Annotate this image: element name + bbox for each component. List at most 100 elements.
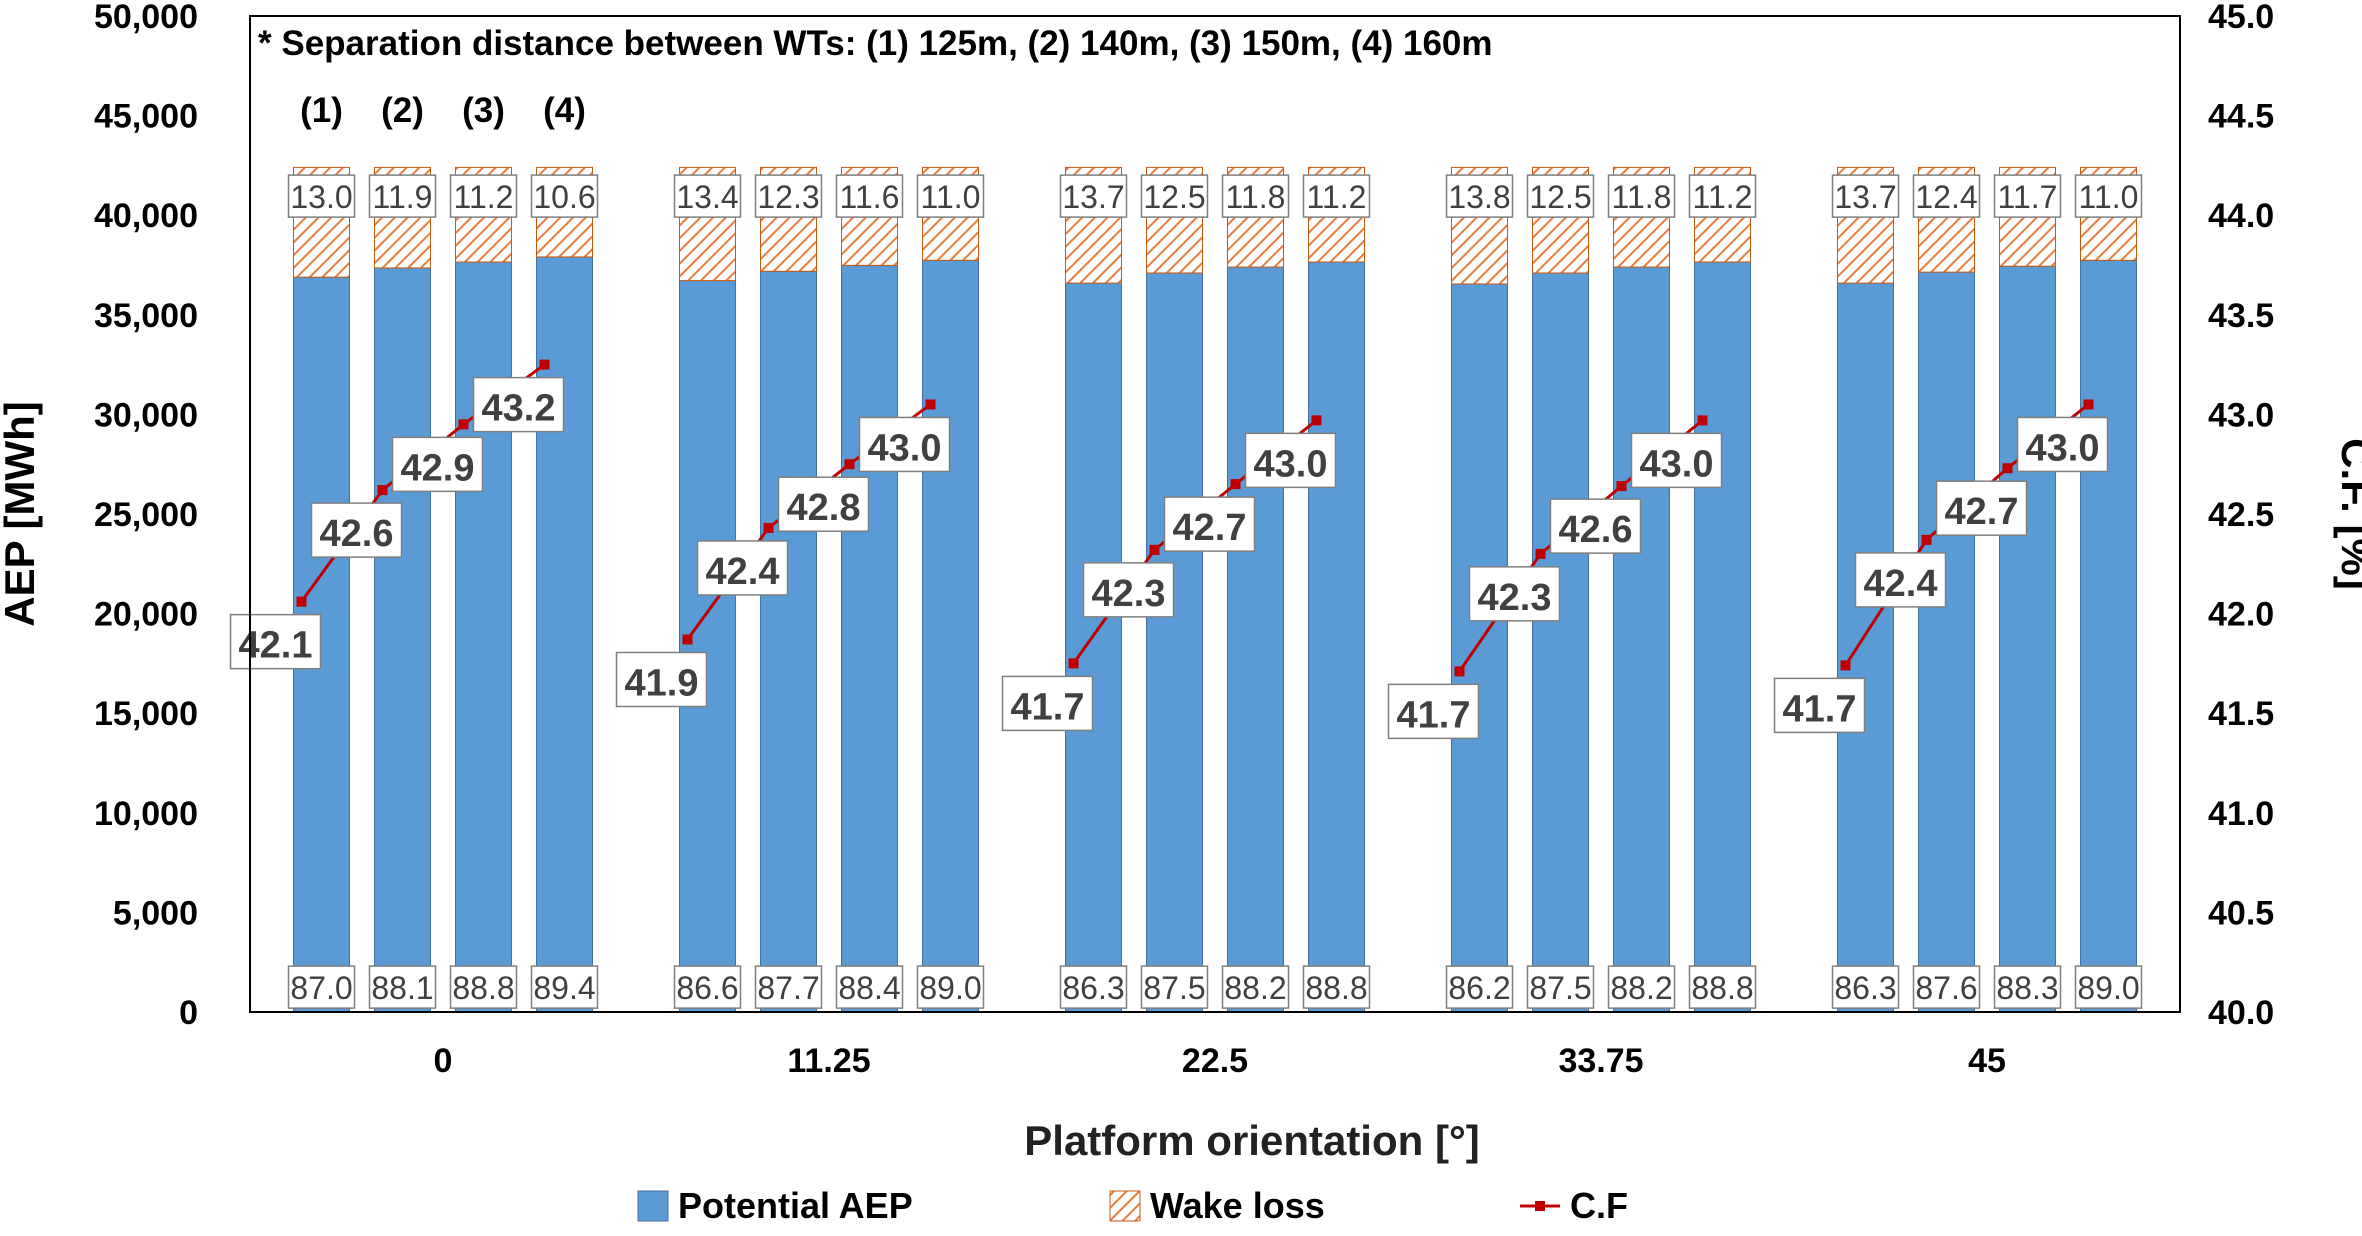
- cf-data-label: 42.9: [401, 447, 475, 489]
- cf-data-label: 43.0: [1254, 443, 1328, 485]
- wake-loss-label-box: [1688, 174, 1757, 218]
- cf-point: [925, 399, 936, 410]
- y-tick-label: 15,000: [94, 695, 198, 733]
- cf-label-box: [1082, 562, 1175, 618]
- y-tick-label: 40,000: [94, 197, 198, 235]
- potential-aep-bar: [1837, 282, 1894, 1013]
- potential-aep-data-label: 88.3: [1996, 970, 2058, 1006]
- wake-loss-data-label: 12.3: [757, 179, 819, 215]
- potential-aep-data-label: 87.6: [1915, 970, 1977, 1006]
- wake-loss-label-box: [1140, 174, 1209, 218]
- x-tick-label: 11.25: [787, 1042, 870, 1080]
- wake-loss-data-label: 13.7: [1062, 179, 1124, 215]
- cf-data-label: 43.0: [868, 427, 942, 469]
- potential-aep-label-box: [449, 965, 518, 1009]
- potential-aep-bar: [679, 280, 736, 1013]
- wake-loss-data-label: 13.8: [1448, 179, 1510, 215]
- potential-aep-bar: [455, 261, 512, 1013]
- wake-loss-label-box: [754, 174, 823, 218]
- legend-swatch-potential-aep: [637, 1190, 669, 1222]
- wake-loss-label-box: [673, 174, 742, 218]
- potential-aep-data-label: 86.6: [676, 970, 738, 1006]
- potential-aep-data-label: 88.8: [1691, 970, 1753, 1006]
- cf-point: [1454, 666, 1465, 677]
- cf-label-box: [472, 376, 565, 433]
- legend-swatch-cf-marker: [1535, 1201, 1545, 1211]
- wake-loss-label-box: [916, 174, 985, 218]
- cf-point: [1840, 660, 1851, 671]
- potential-aep-label-box: [1831, 965, 1900, 1009]
- cf-data-label: 42.4: [1864, 563, 1938, 605]
- wake-loss-data-label: 10.6: [533, 179, 595, 215]
- potential-aep-label-box: [1526, 965, 1595, 1009]
- potential-aep-label-box: [1912, 965, 1981, 1009]
- potential-aep-label-box: [916, 965, 985, 1009]
- y-tick-label: 20,000: [94, 596, 198, 634]
- potential-aep-label-box: [1445, 965, 1514, 1009]
- potential-aep-data-label: 86.3: [1062, 970, 1124, 1006]
- cf-label-box: [615, 651, 708, 708]
- potential-aep-bar: [1308, 261, 1365, 1013]
- potential-aep-label-box: [835, 965, 904, 1009]
- wake-loss-label-box: [1059, 174, 1128, 218]
- cf-label-box: [2016, 416, 2109, 473]
- cf-label-box: [310, 502, 403, 558]
- potential-aep-label-box: [1688, 965, 1757, 1009]
- wake-loss-label-box: [1526, 174, 1595, 218]
- potential-aep-data-label: 88.8: [452, 970, 514, 1006]
- cf-point: [763, 522, 774, 533]
- potential-aep-bar: [1918, 271, 1975, 1013]
- potential-aep-label-box: [1140, 965, 1209, 1009]
- potential-aep-data-label: 88.2: [1224, 970, 1286, 1006]
- wake-loss-data-label: 11.8: [1612, 179, 1672, 215]
- potential-aep-data-label: 87.0: [290, 970, 352, 1006]
- group-label: (4): [543, 91, 586, 130]
- potential-aep-bar: [1451, 283, 1508, 1013]
- wake-loss-data-label: 11.0: [2079, 179, 2139, 215]
- y2-tick-label: 44.5: [2208, 98, 2274, 136]
- y-tick-label: 50,000: [94, 0, 198, 36]
- cf-data-label: 43.0: [2026, 427, 2100, 469]
- wake-loss-label-box: [1993, 174, 2062, 218]
- wake-loss-data-label: 11.2: [454, 179, 514, 215]
- y2-tick-label: 45.0: [2208, 0, 2274, 36]
- potential-aep-data-label: 88.8: [1305, 970, 1367, 1006]
- potential-aep-label-box: [673, 965, 742, 1009]
- potential-aep-bar: [1694, 261, 1751, 1013]
- potential-aep-data-label: 87.5: [1529, 970, 1591, 1006]
- cf-data-label: 41.7: [1397, 694, 1471, 736]
- wake-loss-data-label: 11.2: [1307, 179, 1367, 215]
- potential-aep-data-label: 87.7: [757, 970, 819, 1006]
- wake-loss-label-box: [287, 174, 356, 218]
- wake-loss-label-box: [2074, 174, 2143, 218]
- cf-point: [1068, 658, 1079, 669]
- y2-tick-label: 40.5: [2208, 894, 2274, 932]
- group-label: (3): [462, 91, 505, 130]
- group-label: (2): [381, 91, 424, 130]
- cf-point: [2083, 399, 2094, 410]
- y2-tick-label: 43.0: [2208, 396, 2274, 434]
- cf-point: [844, 459, 855, 470]
- cf-label-box: [1468, 566, 1561, 622]
- legend-label-potential-aep: Potential AEP: [678, 1185, 913, 1226]
- x-tick-label: 33.75: [1558, 1042, 1643, 1080]
- cf-point: [1230, 479, 1241, 490]
- cf-data-label: 41.9: [625, 662, 699, 704]
- potential-aep-label-box: [1221, 965, 1290, 1009]
- wake-loss-label-box: [1607, 174, 1676, 218]
- potential-aep-bar: [1065, 282, 1122, 1013]
- wake-loss-data-label: 11.7: [1998, 179, 2058, 215]
- cf-label-box: [229, 613, 322, 670]
- cf-point: [2002, 463, 2013, 474]
- potential-aep-bar: [536, 256, 593, 1013]
- wake-loss-data-label: 13.7: [1834, 179, 1896, 215]
- cf-data-label: 41.7: [1011, 686, 1085, 728]
- cf-point: [1311, 415, 1322, 426]
- cf-label-box: [858, 416, 951, 473]
- potential-aep-data-label: 88.2: [1610, 970, 1672, 1006]
- y2-tick-label: 42.0: [2208, 596, 2274, 634]
- wake-loss-data-label: 11.9: [373, 179, 433, 215]
- potential-aep-data-label: 89.0: [2077, 970, 2139, 1006]
- cf-data-label: 43.0: [1640, 443, 1714, 485]
- legend: Potential AEP Wake loss C.F: [637, 1185, 1628, 1226]
